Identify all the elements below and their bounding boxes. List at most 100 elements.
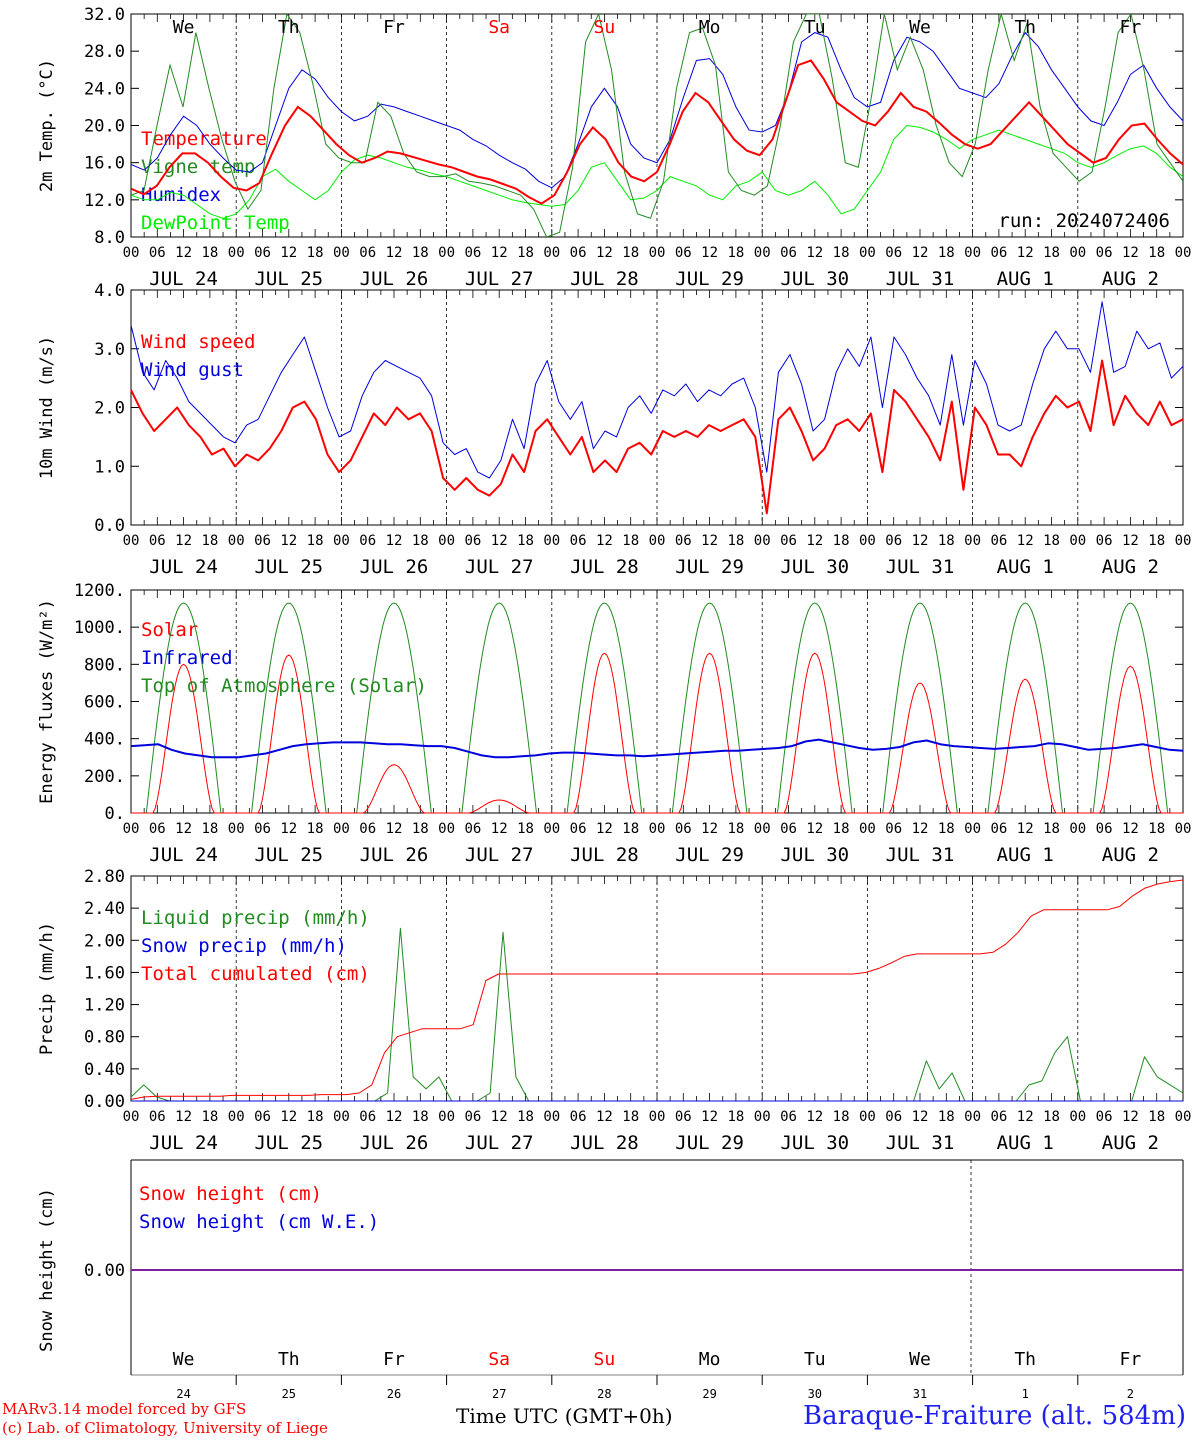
hour-label: 12 — [280, 245, 297, 261]
weekday-label: Fr — [383, 17, 405, 38]
hour-label: 00 — [438, 245, 455, 261]
hour-label: 06 — [885, 533, 902, 549]
hour-label: 12 — [1017, 533, 1034, 549]
hour-label: 12 — [175, 821, 192, 837]
y-axis-title: 2m Temp. (°C) — [37, 59, 57, 192]
hour-label: 06 — [675, 1109, 692, 1125]
date-label: JUL 29 — [675, 1132, 744, 1154]
hour-label: 18 — [1043, 1109, 1060, 1125]
hour-label: 18 — [1043, 533, 1060, 549]
hour-label: 06 — [254, 533, 271, 549]
y-tick-label: 1.60 — [84, 963, 125, 983]
date-label: JUL 28 — [570, 1132, 639, 1154]
y-tick-label: 20.0 — [84, 117, 125, 137]
hour-label: 00 — [964, 533, 981, 549]
y-tick-label: 800. — [84, 655, 125, 675]
hour-label: 18 — [307, 533, 324, 549]
hour-label: 00 — [1175, 245, 1192, 261]
hour-label: 12 — [386, 245, 403, 261]
hour-label: 12 — [491, 1109, 508, 1125]
legend-entry: Snow height (cm) — [139, 1183, 322, 1205]
weekday-label: Sa — [488, 1349, 510, 1370]
hour-label: 00 — [228, 245, 245, 261]
date-label: JUL 31 — [886, 1132, 955, 1154]
y-axis-title: Energy fluxes (W/m²) — [37, 599, 57, 804]
weekday-label: Fr — [1120, 1349, 1142, 1370]
hour-label: 00 — [754, 533, 771, 549]
hour-label: 06 — [464, 821, 481, 837]
hour-label: 12 — [280, 821, 297, 837]
date-label: JUL 31 — [886, 556, 955, 578]
credit-line-2: (c) Lab. of Climatology, University of L… — [2, 1419, 328, 1437]
temperature-series — [131, 14, 1183, 237]
y-tick-label: 0.0 — [94, 516, 125, 536]
series-line — [130, 879, 1184, 1100]
y-tick-label: 4.0 — [94, 281, 125, 301]
date-label: JUL 29 — [675, 556, 744, 578]
date-label: JUL 30 — [780, 1132, 849, 1154]
weekday-label: Fr — [383, 1349, 405, 1370]
legend-entry: Total cumulated (cm) — [141, 963, 370, 985]
hour-label: 00 — [228, 533, 245, 549]
hour-label: 12 — [596, 821, 613, 837]
hour-label: 18 — [412, 245, 429, 261]
date-label: JUL 27 — [465, 844, 534, 866]
hour-label: 00 — [123, 1109, 140, 1125]
hour-label: 00 — [228, 1109, 245, 1125]
date-label: JUL 25 — [254, 844, 323, 866]
hour-label: 18 — [833, 1109, 850, 1125]
legend-entry: Snow precip (mm/h) — [141, 935, 347, 957]
date-label: JUL 31 — [886, 844, 955, 866]
hour-label: 00 — [228, 821, 245, 837]
y-tick-label: 200. — [84, 767, 125, 787]
y-tick-label: 1.0 — [94, 457, 125, 477]
hour-label: 00 — [123, 245, 140, 261]
hour-label: 06 — [1096, 245, 1113, 261]
weekday-label: Th — [278, 17, 300, 38]
hour-label: 00 — [543, 1109, 560, 1125]
weekday-label: Su — [594, 17, 616, 38]
hour-label: 00 — [438, 1109, 455, 1125]
hour-label: 12 — [386, 1109, 403, 1125]
date-label: JUL 26 — [360, 844, 429, 866]
date-label: JUL 24 — [149, 1132, 218, 1154]
hour-label: 06 — [359, 1109, 376, 1125]
hour-label: 18 — [727, 245, 744, 261]
date-label: AUG 2 — [1102, 1132, 1159, 1154]
hour-label: 12 — [1122, 245, 1139, 261]
hour-label: 12 — [701, 821, 718, 837]
hour-label: 00 — [1069, 1109, 1086, 1125]
hour-label: 00 — [964, 245, 981, 261]
hour-label: 06 — [675, 245, 692, 261]
series-line — [130, 301, 1184, 479]
hour-label: 18 — [1148, 533, 1165, 549]
y-tick-label: 8.0 — [94, 228, 125, 248]
weekday-label: Tu — [804, 17, 826, 38]
legend-entry: Solar — [141, 619, 198, 641]
hour-label: 06 — [885, 245, 902, 261]
hour-label: 12 — [806, 245, 823, 261]
weekday-label: We — [173, 1349, 195, 1370]
hour-label: 12 — [912, 821, 929, 837]
legend-entry: Snow height (cm W.E.) — [139, 1211, 379, 1233]
hour-label: 00 — [1175, 1109, 1192, 1125]
hour-label: 18 — [307, 1109, 324, 1125]
legend-entry: Top of Atmosphere (Solar) — [141, 675, 427, 697]
hour-label: 18 — [517, 245, 534, 261]
hour-label: 00 — [649, 821, 666, 837]
hour-label: 18 — [727, 821, 744, 837]
date-label: JUL 30 — [780, 556, 849, 578]
hour-label: 06 — [1096, 821, 1113, 837]
hour-label: 00 — [438, 533, 455, 549]
hour-label: 06 — [990, 245, 1007, 261]
day-number: 29 — [702, 1387, 716, 1400]
y-tick-label: 1.20 — [84, 996, 125, 1016]
hour-label: 06 — [464, 245, 481, 261]
hour-label: 06 — [570, 1109, 587, 1125]
hour-label: 12 — [175, 245, 192, 261]
date-label: AUG 1 — [997, 268, 1054, 290]
hour-label: 12 — [596, 1109, 613, 1125]
date-label: JUL 31 — [886, 268, 955, 290]
hour-label: 00 — [438, 821, 455, 837]
hour-label: 18 — [517, 533, 534, 549]
